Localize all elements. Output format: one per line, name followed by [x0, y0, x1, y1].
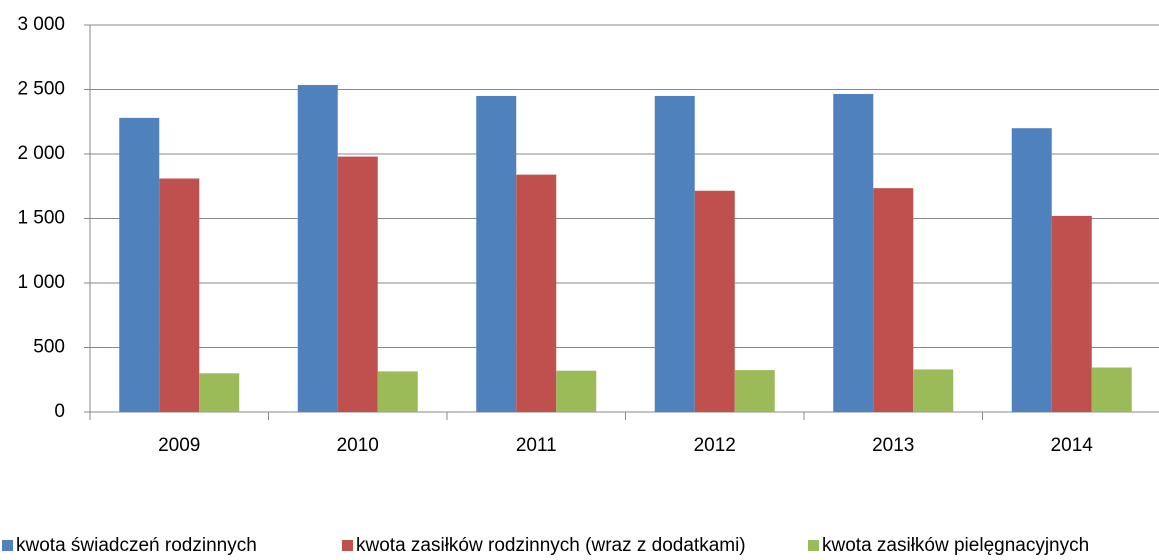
bar [1091, 367, 1132, 412]
y-tick-label: 1 500 [17, 208, 65, 229]
bar [556, 370, 597, 412]
legend-label: kwota zasiłków pielęgnacyjnych [822, 535, 1089, 556]
bar [516, 174, 557, 412]
x-tick-label: 2011 [516, 435, 557, 456]
y-tick-label: 2 000 [17, 143, 65, 164]
x-tick-label: 2014 [1051, 435, 1094, 456]
bar [734, 370, 775, 412]
legend-swatch [2, 540, 13, 551]
legend-swatch [808, 540, 819, 551]
bar [833, 94, 874, 412]
legend-label: kwota świadczeń rodzinnych [16, 535, 257, 556]
bar [159, 178, 200, 412]
bar [1051, 215, 1092, 412]
legend-label: kwota zasiłków rodzinnych (wraz z dodatk… [356, 535, 746, 556]
bar [694, 190, 735, 412]
x-tick-label: 2012 [694, 435, 736, 456]
bar [119, 117, 160, 412]
bar [476, 95, 517, 412]
legend-swatch [342, 540, 353, 551]
y-tick-label: 3 000 [17, 14, 65, 35]
bar [873, 188, 914, 412]
bar [337, 156, 378, 412]
y-tick-label: 0 [54, 401, 65, 422]
bar [199, 373, 240, 412]
bar [297, 84, 338, 413]
y-tick-label: 2 500 [17, 79, 65, 100]
x-tick-label: 2009 [158, 435, 200, 456]
bar [913, 369, 954, 412]
x-tick-label: 2013 [872, 435, 914, 456]
bar [377, 371, 418, 412]
bar [1011, 128, 1052, 412]
y-tick-label: 1 000 [17, 272, 65, 293]
bar [654, 95, 695, 412]
y-tick-label: 500 [33, 337, 65, 358]
x-tick-label: 2010 [337, 435, 379, 456]
